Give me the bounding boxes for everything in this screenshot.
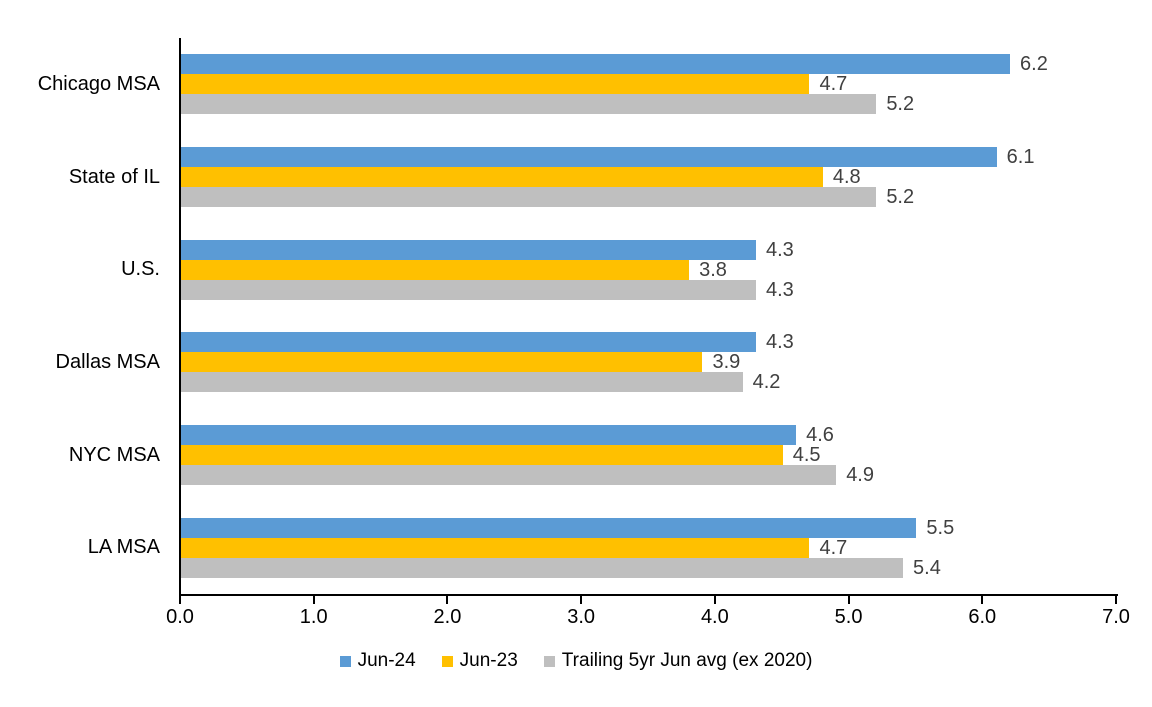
bar-row: 4.7 bbox=[181, 73, 1117, 96]
legend-label: Jun-23 bbox=[459, 650, 518, 671]
legend: Jun-24 Jun-23 Trailing 5yr Jun avg (ex 202… bbox=[0, 650, 1152, 672]
bar-row: 6.2 bbox=[181, 53, 1117, 76]
bar-jun-23 bbox=[181, 74, 810, 95]
category-label: NYC MSA bbox=[68, 443, 160, 466]
legend-swatch-trailing-5yr-jun-avg-ex-2020 bbox=[543, 655, 555, 667]
legend-item: Jun-24 bbox=[339, 650, 416, 672]
bar-trailing-5yr-jun-avg-ex-2020 bbox=[181, 187, 877, 207]
bar-row: 5.4 bbox=[181, 556, 1117, 579]
x-tick bbox=[179, 596, 181, 604]
data-label: 5.2 bbox=[886, 186, 915, 208]
bar-jun-24 bbox=[181, 332, 756, 353]
bar-row: 4.6 bbox=[181, 424, 1117, 447]
bar-row: 4.3 bbox=[181, 278, 1117, 301]
bar-row: 3.9 bbox=[181, 351, 1117, 374]
bar-row: 4.9 bbox=[181, 464, 1117, 487]
bar-group: 4.3 3.9 4.2 bbox=[181, 316, 1117, 409]
bar-trailing-5yr-jun-avg-ex-2020 bbox=[181, 94, 877, 115]
bar-trailing-5yr-jun-avg-ex-2020 bbox=[181, 557, 904, 578]
data-label: 3.8 bbox=[699, 258, 727, 281]
legend-item: Jun-23 bbox=[441, 650, 518, 672]
bar-row: 4.2 bbox=[181, 371, 1117, 394]
y-axis-line bbox=[179, 38, 181, 604]
bar-row: 4.3 bbox=[181, 238, 1117, 261]
category-label: Chicago MSA bbox=[37, 72, 160, 95]
bar-trailing-5yr-jun-avg-ex-2020 bbox=[181, 372, 743, 393]
x-tick bbox=[446, 596, 449, 604]
data-label: 5.5 bbox=[926, 516, 955, 539]
x-tick-label: 1.0 bbox=[299, 606, 328, 628]
data-label: 4.7 bbox=[819, 536, 848, 559]
bar-row: 3.8 bbox=[181, 258, 1117, 281]
bar-jun-24 bbox=[181, 147, 997, 167]
x-tick bbox=[1115, 596, 1117, 604]
data-label: 4.3 bbox=[765, 331, 794, 354]
bar-jun-24 bbox=[181, 517, 917, 538]
data-label: 3.9 bbox=[712, 351, 741, 374]
category-label: Dallas MSA bbox=[55, 350, 160, 373]
data-label: 4.5 bbox=[792, 444, 821, 467]
bar-jun-23 bbox=[181, 167, 823, 187]
bar-row: 5.2 bbox=[181, 93, 1117, 116]
x-tick bbox=[580, 596, 583, 604]
x-tick-label: 2.0 bbox=[433, 606, 462, 628]
data-label: 6.2 bbox=[1020, 53, 1048, 76]
x-tick-label: 3.0 bbox=[567, 606, 596, 628]
data-label: 5.4 bbox=[913, 556, 941, 579]
legend-item: Trailing 5yr Jun avg (ex 2020) bbox=[543, 650, 813, 672]
bar-trailing-5yr-jun-avg-ex-2020 bbox=[181, 465, 837, 486]
bar-jun-24 bbox=[181, 239, 756, 260]
bar-jun-23 bbox=[181, 259, 690, 280]
x-tick bbox=[312, 596, 315, 604]
bar-row: 5.5 bbox=[181, 516, 1117, 539]
x-tick-label: 0.0 bbox=[166, 606, 194, 628]
bar-row: 6.1 bbox=[181, 147, 1117, 167]
category-label: LA MSA bbox=[87, 536, 160, 559]
legend-label: Jun-24 bbox=[357, 650, 416, 671]
legend-swatch-jun-24 bbox=[339, 655, 351, 667]
bar-row: 4.7 bbox=[181, 536, 1117, 559]
x-tick bbox=[847, 596, 850, 604]
data-label: 4.7 bbox=[819, 73, 848, 96]
legend-label: Trailing 5yr Jun avg (ex 2020) bbox=[561, 650, 813, 671]
bar-jun-24 bbox=[181, 425, 797, 446]
legend-swatch-jun-23 bbox=[441, 655, 453, 667]
bar-group: 6.2 4.7 5.2 bbox=[181, 38, 1117, 131]
bar-row: 5.2 bbox=[181, 187, 1117, 207]
bar-jun-24 bbox=[181, 54, 1011, 75]
data-label: 4.8 bbox=[832, 166, 861, 188]
category-axis: Chicago MSA State of IL U.S. Dallas MSA NYC … bbox=[0, 38, 166, 594]
data-label: 4.9 bbox=[846, 464, 874, 487]
data-label: 5.2 bbox=[886, 93, 915, 116]
data-label: 4.3 bbox=[765, 238, 794, 261]
data-label: 4.2 bbox=[752, 371, 781, 394]
bar-group: 4.3 3.8 4.3 bbox=[181, 223, 1117, 316]
x-tick-label: 4.0 bbox=[700, 606, 729, 628]
x-tick-label: 7.0 bbox=[1102, 606, 1130, 628]
x-tick bbox=[713, 596, 716, 604]
bar-jun-23 bbox=[181, 537, 810, 558]
data-label: 4.3 bbox=[765, 278, 794, 301]
bar-row: 4.5 bbox=[181, 444, 1117, 467]
bar-jun-23 bbox=[181, 352, 703, 373]
bar-jun-23 bbox=[181, 445, 783, 466]
bar-group: 5.5 4.7 5.4 bbox=[181, 501, 1117, 594]
bar-row: 4.3 bbox=[181, 331, 1117, 354]
x-tick-label: 6.0 bbox=[968, 606, 997, 628]
x-tick bbox=[981, 596, 984, 604]
category-label: U.S. bbox=[121, 258, 160, 281]
data-label: 4.6 bbox=[806, 424, 834, 447]
bar-group: 4.6 4.5 4.9 bbox=[181, 409, 1117, 502]
bar-row: 4.8 bbox=[181, 167, 1117, 187]
bar-group: 6.1 4.8 5.2 bbox=[181, 131, 1117, 224]
data-label: 6.1 bbox=[1006, 146, 1035, 168]
bar-trailing-5yr-jun-avg-ex-2020 bbox=[181, 279, 756, 300]
x-tick-label: 5.0 bbox=[834, 606, 863, 628]
category-label: State of IL bbox=[68, 165, 160, 188]
plot-area: 6.2 4.7 5.2 6.1 4.8 5.2 4.3 3.8 4.3 4.3 3.9 4.2 4.6 4… bbox=[181, 38, 1117, 594]
x-axis-line bbox=[179, 594, 1118, 596]
